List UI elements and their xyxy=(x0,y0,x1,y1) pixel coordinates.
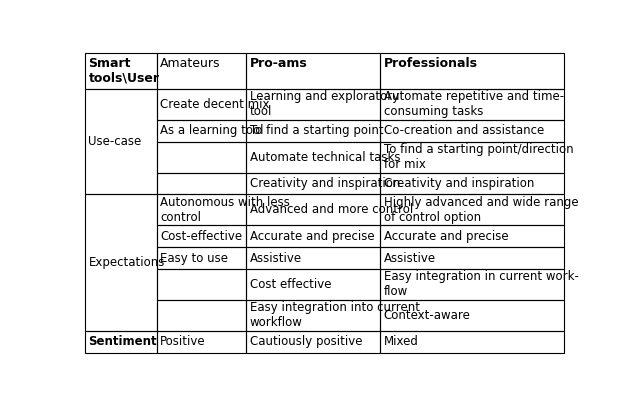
Text: Create decent mix: Create decent mix xyxy=(161,98,270,111)
Bar xyxy=(157,53,246,89)
Bar xyxy=(246,331,380,353)
Bar xyxy=(85,331,157,353)
Bar xyxy=(246,53,380,89)
Text: Cost-effective: Cost-effective xyxy=(161,230,243,243)
Text: Assistive: Assistive xyxy=(383,252,436,264)
Text: Cautiously positive: Cautiously positive xyxy=(250,335,362,348)
Text: To find a starting point/direction
for mix: To find a starting point/direction for m… xyxy=(383,143,573,171)
Bar xyxy=(380,120,564,142)
Text: Easy to use: Easy to use xyxy=(161,252,228,264)
Bar xyxy=(246,120,380,142)
Bar xyxy=(380,247,564,269)
Bar xyxy=(246,194,380,225)
Bar xyxy=(380,300,564,331)
Bar xyxy=(85,89,157,194)
Text: Advanced and more control: Advanced and more control xyxy=(250,203,413,216)
Bar xyxy=(380,194,564,225)
Text: Use-case: Use-case xyxy=(88,135,141,148)
Text: Professionals: Professionals xyxy=(383,57,477,70)
Bar xyxy=(246,300,380,331)
Bar xyxy=(157,300,246,331)
Bar xyxy=(380,53,564,89)
Bar xyxy=(380,225,564,247)
Text: Learning and exploratory
tool: Learning and exploratory tool xyxy=(250,90,399,118)
Text: Assistive: Assistive xyxy=(250,252,301,264)
Text: Pro-ams: Pro-ams xyxy=(250,57,307,70)
Bar xyxy=(246,247,380,269)
Text: Automate repetitive and time-
consuming tasks: Automate repetitive and time- consuming … xyxy=(383,90,564,118)
Bar xyxy=(157,194,246,225)
Bar xyxy=(157,331,246,353)
Text: Amateurs: Amateurs xyxy=(161,57,221,70)
Bar xyxy=(157,142,246,173)
Bar xyxy=(380,89,564,120)
Text: Highly advanced and wide range
of control option: Highly advanced and wide range of contro… xyxy=(383,196,578,224)
Bar xyxy=(157,269,246,300)
Text: Mixed: Mixed xyxy=(383,335,419,348)
Text: To find a starting point: To find a starting point xyxy=(250,124,383,137)
Bar xyxy=(246,89,380,120)
Text: Context-aware: Context-aware xyxy=(383,309,470,322)
Bar xyxy=(157,89,246,120)
Text: Expectations: Expectations xyxy=(88,256,165,269)
Text: Co-creation and assistance: Co-creation and assistance xyxy=(383,124,544,137)
Text: Sentiment: Sentiment xyxy=(88,335,157,348)
Bar xyxy=(380,331,564,353)
Text: Accurate and precise: Accurate and precise xyxy=(250,230,374,243)
Bar xyxy=(157,173,246,194)
Bar xyxy=(380,173,564,194)
Text: Easy integration in current work-
flow: Easy integration in current work- flow xyxy=(383,271,579,298)
Bar xyxy=(85,53,157,89)
Text: Automate technical tasks: Automate technical tasks xyxy=(250,151,400,164)
Text: Creativity and inspiration: Creativity and inspiration xyxy=(383,177,534,190)
Bar xyxy=(246,225,380,247)
Text: Creativity and inspiration: Creativity and inspiration xyxy=(250,177,400,190)
Bar xyxy=(157,225,246,247)
Bar xyxy=(85,194,157,331)
Bar xyxy=(157,247,246,269)
Text: Accurate and precise: Accurate and precise xyxy=(383,230,508,243)
Text: Smart
tools\User: Smart tools\User xyxy=(88,57,159,85)
Text: As a learning tool: As a learning tool xyxy=(161,124,264,137)
Text: Autonomous with less
control: Autonomous with less control xyxy=(161,196,290,224)
Bar xyxy=(380,269,564,300)
Bar xyxy=(380,142,564,173)
Bar xyxy=(246,269,380,300)
Text: Easy integration into current
workflow: Easy integration into current workflow xyxy=(250,301,420,329)
Text: Cost effective: Cost effective xyxy=(250,278,331,291)
Bar xyxy=(246,173,380,194)
Text: Positive: Positive xyxy=(161,335,206,348)
Bar xyxy=(157,120,246,142)
Bar xyxy=(246,142,380,173)
